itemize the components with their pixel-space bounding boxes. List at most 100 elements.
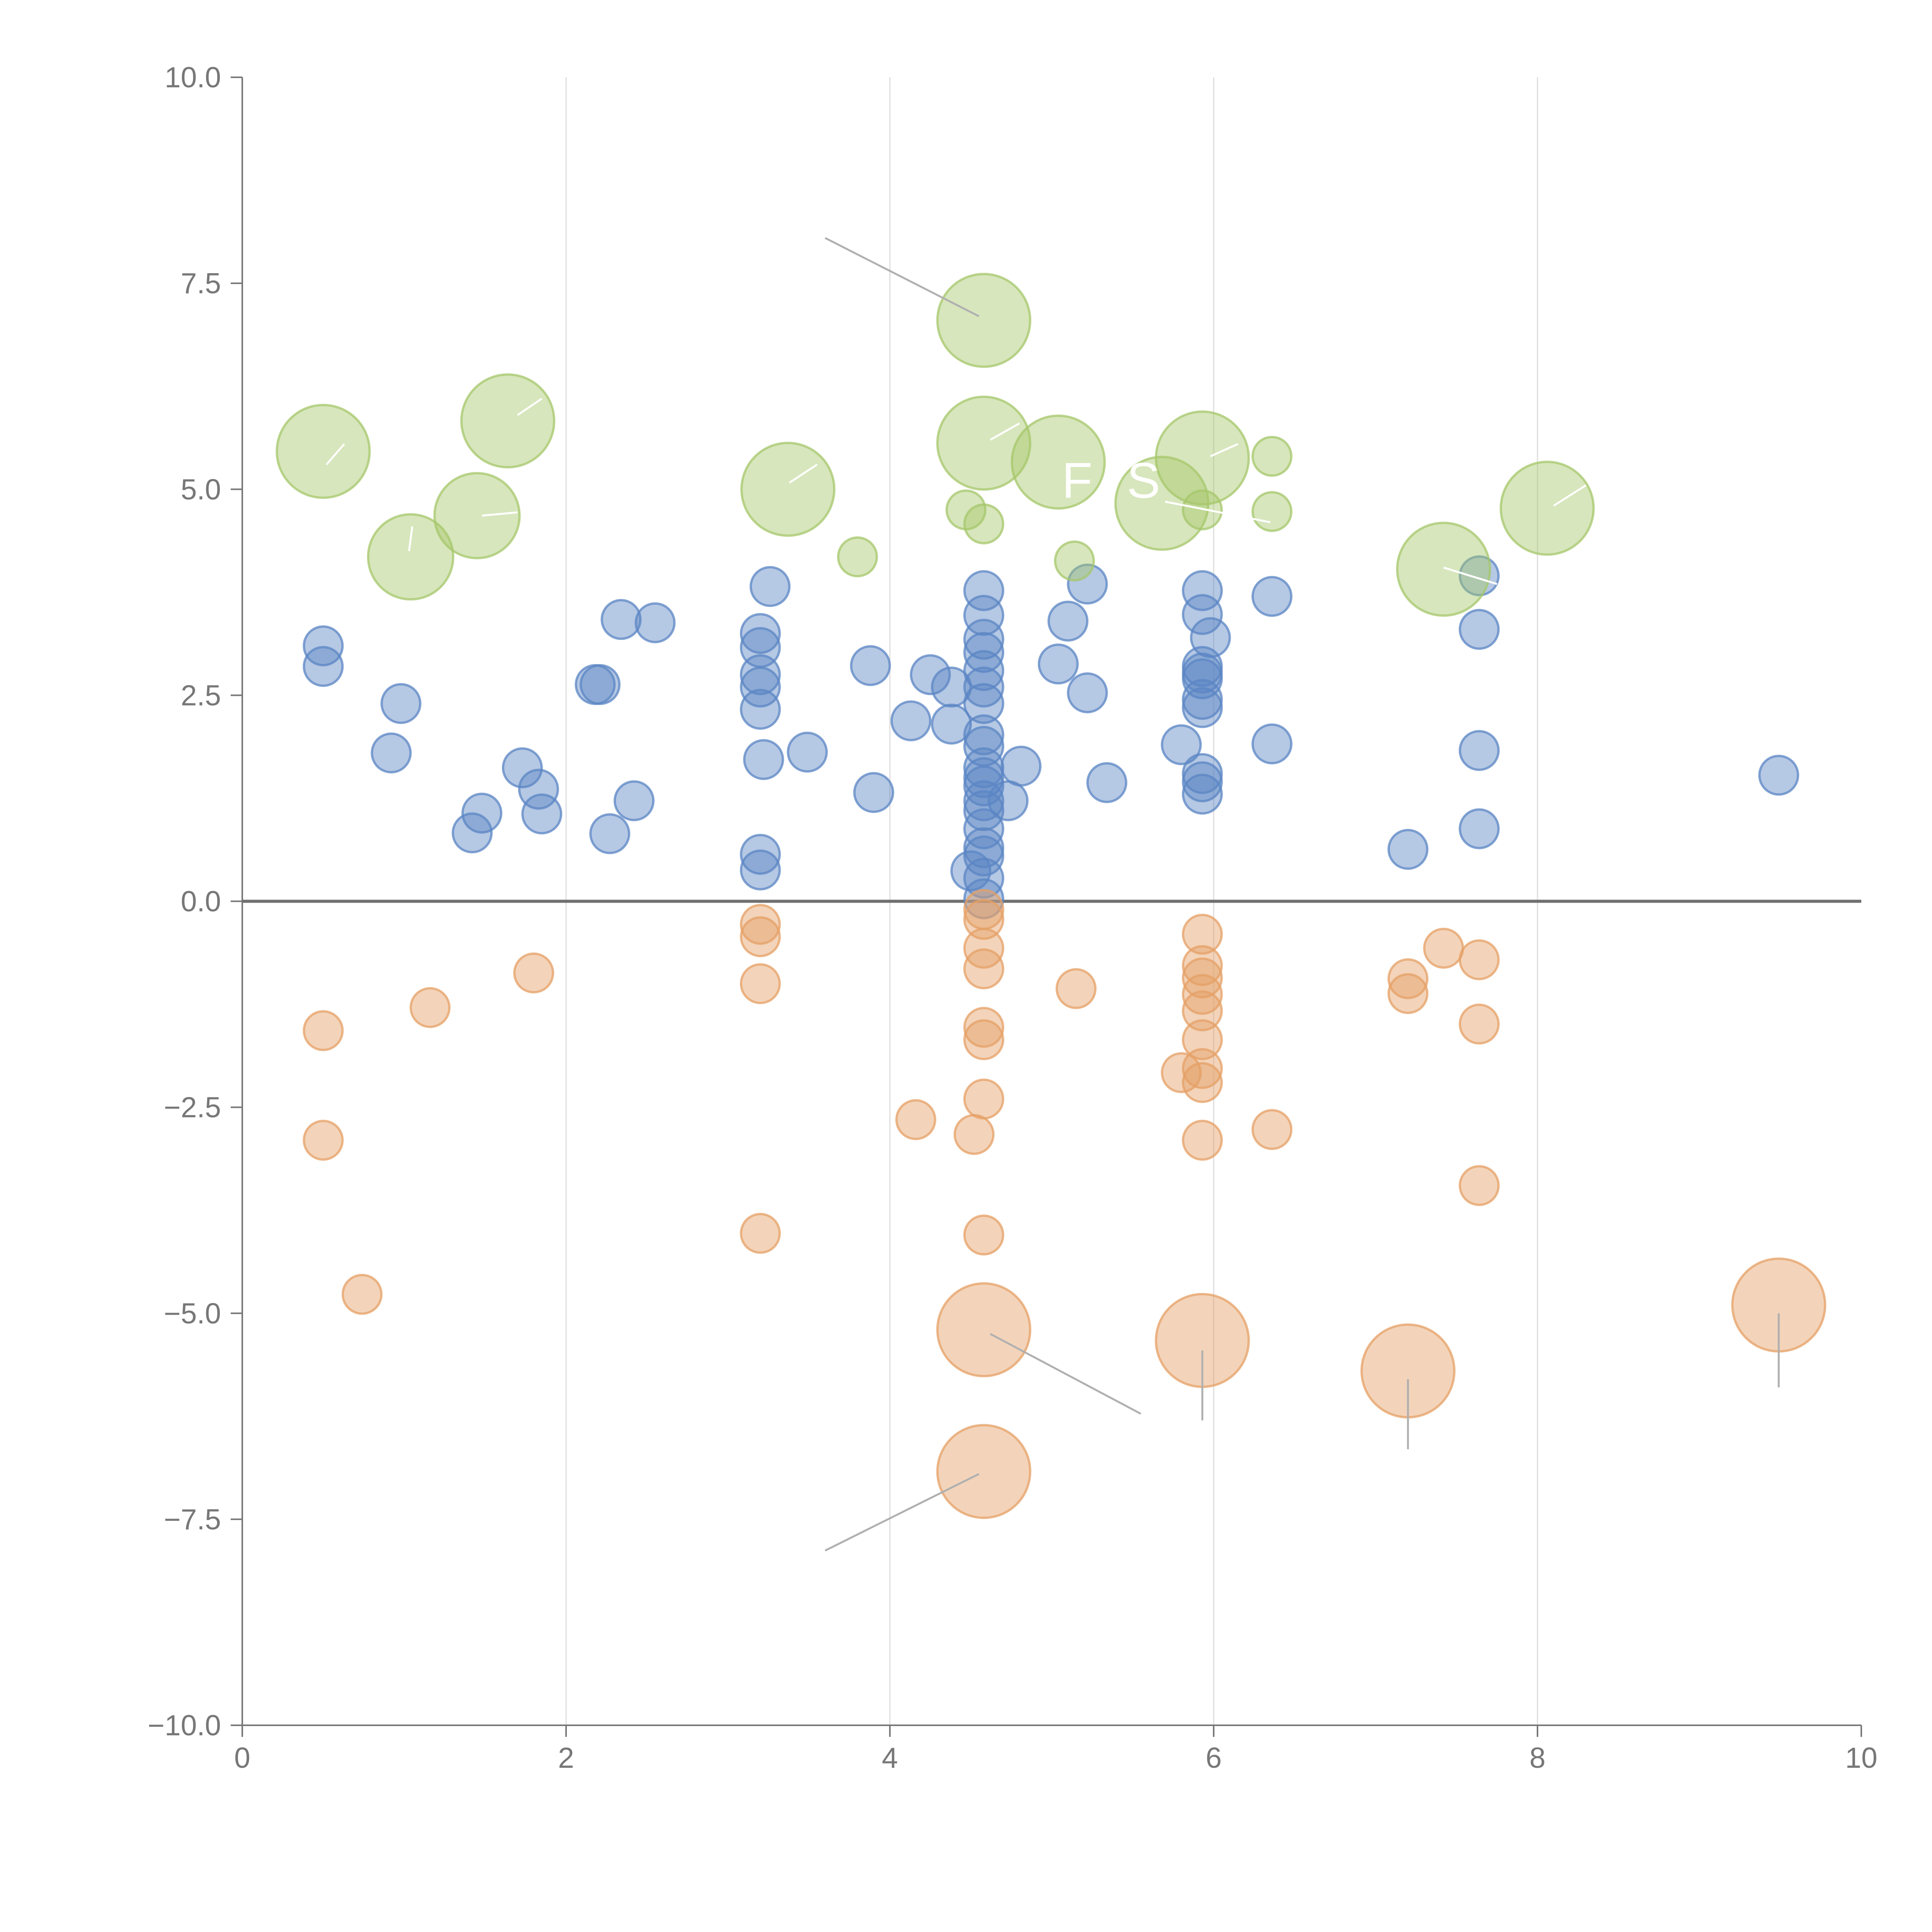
green-point-15 (1251, 435, 1293, 477)
blue-point-25 (850, 645, 891, 686)
blue-point-31 (963, 570, 1005, 611)
orange-point-27 (1182, 990, 1223, 1032)
blue-point-74 (1459, 609, 1500, 650)
orange-point-26 (1182, 974, 1223, 1015)
blue-point-43 (963, 780, 1005, 821)
leader-line-12 (1210, 443, 1238, 457)
blue-point-55 (1067, 563, 1108, 605)
orange-point-5 (740, 904, 781, 945)
y-tick-label-7: 7.5 (181, 267, 221, 299)
blue-point-6 (502, 747, 543, 789)
leader-line-11 (990, 422, 1020, 441)
blue-point-12 (634, 602, 676, 643)
orange-point-18 (963, 1214, 1005, 1256)
blue-point-1 (303, 646, 344, 687)
orange-point-15 (963, 1007, 1005, 1048)
leader-line-15 (1553, 484, 1587, 507)
blue-point-71 (1251, 723, 1293, 765)
orange-point-0 (303, 1010, 344, 1051)
leader-line-8 (408, 526, 413, 551)
blue-point-42 (963, 765, 1005, 806)
blue-point-23 (740, 833, 781, 875)
blue-point-5 (451, 812, 493, 854)
green-point-1 (367, 513, 454, 601)
green-point-8 (936, 273, 1032, 368)
y-tick-label-3: −2.5 (164, 1091, 221, 1124)
x-tick-label-1: 2 (558, 1742, 574, 1774)
blue-point-51 (987, 780, 1029, 821)
orange-point-39 (1459, 1003, 1500, 1045)
blue-point-68 (1182, 761, 1223, 803)
green-point-4 (740, 442, 836, 537)
blue-point-20 (749, 566, 791, 607)
blue-point-44 (963, 790, 1005, 831)
blue-point-59 (1182, 570, 1223, 611)
leader-line-14 (1443, 566, 1497, 585)
leader-line-2 (825, 1473, 980, 1552)
blue-point-54 (1047, 600, 1088, 642)
tick-labels: 0 2 4 6 8 10 −10.0 −7.5 −5.0 −2.5 0.0 2.5 5.0 7.5 10.0 (148, 61, 1878, 1774)
leader-line-13 (1165, 500, 1271, 524)
blue-point-22 (787, 731, 828, 773)
orange-point-20 (936, 1424, 1032, 1519)
orange-point-30 (1182, 1062, 1223, 1103)
blue-point-30 (931, 704, 972, 745)
blue-point-14 (589, 813, 631, 854)
orange-point-13 (963, 928, 1005, 969)
orange-point-16 (963, 1019, 1005, 1060)
x-tick-label-3: 6 (1206, 1742, 1222, 1774)
orange-point-10 (953, 1114, 995, 1155)
blue-point-57 (1086, 762, 1128, 803)
blue-point-15 (740, 613, 781, 654)
green-point-7 (963, 503, 1005, 544)
blue-point-10 (579, 664, 621, 705)
y-tick-label-2: −5.0 (164, 1297, 221, 1330)
green-point-16 (1251, 491, 1293, 532)
orange-point-21 (1055, 968, 1097, 1009)
orange-point-3 (410, 987, 451, 1028)
orange-point-1 (303, 1119, 344, 1161)
green-point-0 (276, 404, 371, 499)
blue-point-28 (910, 654, 951, 696)
leader-line-9 (481, 511, 518, 517)
blue-point-72 (1387, 829, 1429, 870)
green-point-3 (460, 373, 556, 469)
overlay-label-f: F (1062, 452, 1092, 509)
blue-point-66 (1182, 687, 1223, 728)
blue-point-27 (890, 700, 932, 742)
overlay-label-s: S (1127, 452, 1160, 509)
orange-point-14 (963, 948, 1005, 990)
y-tick-label-8: 10.0 (165, 61, 221, 94)
orange-point-40 (1459, 1165, 1500, 1206)
orange-point-38 (1459, 939, 1500, 980)
blue-point-60 (1182, 594, 1223, 635)
y-tick-label-4: 0.0 (181, 885, 221, 918)
orange-point-8 (740, 1213, 781, 1254)
orange-point-7 (740, 963, 781, 1004)
y-tick-label-6: 5.0 (181, 473, 221, 505)
y-tick-label-0: −10.0 (148, 1709, 221, 1742)
x-tick-label-4: 8 (1529, 1742, 1546, 1774)
blue-point-50 (950, 850, 992, 891)
green-point-2 (433, 472, 521, 560)
leader-line-10 (789, 464, 818, 484)
orange-point-19 (936, 1282, 1032, 1378)
green-point-5 (837, 536, 878, 578)
blue-point-70 (1251, 576, 1293, 617)
blue-point-48 (963, 857, 1005, 899)
x-tick-label-5: 10 (1845, 1742, 1877, 1774)
green-point-11 (1054, 540, 1095, 582)
blue-point-32 (963, 595, 1005, 636)
axes (242, 77, 1861, 1726)
blue-point-21 (743, 739, 784, 780)
x-tick-label-2: 4 (882, 1742, 898, 1774)
blue-point-0 (303, 625, 344, 667)
orange-point-17 (963, 1078, 1005, 1120)
blue-point-75 (1459, 730, 1500, 771)
leader-line-1 (990, 1333, 1141, 1415)
blue-point-52 (1000, 745, 1042, 787)
blue-point-35 (963, 650, 1005, 691)
green-point-9 (936, 395, 1032, 491)
leader-line-6 (325, 443, 345, 465)
